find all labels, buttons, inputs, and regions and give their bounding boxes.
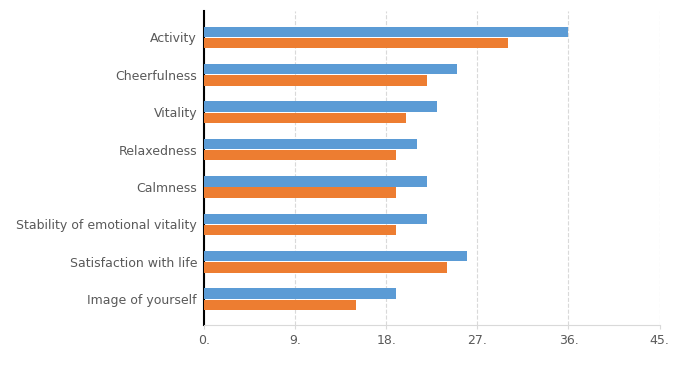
Bar [204,262,447,273]
Bar [204,225,396,235]
Bar [204,214,427,224]
Bar [204,27,568,37]
Bar [204,300,356,310]
Bar [204,139,417,149]
Bar [204,75,427,86]
Bar [204,288,396,299]
Bar [204,251,467,261]
Bar [204,64,457,74]
Bar [204,38,508,48]
Bar [204,101,437,112]
Bar [204,176,427,187]
Bar [204,187,396,198]
Bar [204,113,407,123]
Bar [204,150,396,160]
